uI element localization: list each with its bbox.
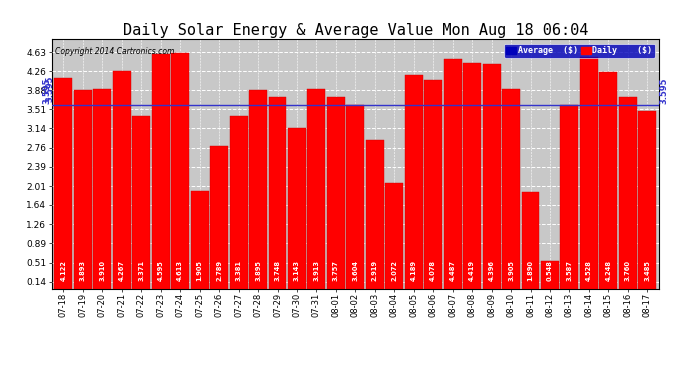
Bar [190,191,208,289]
Bar [268,97,286,289]
Text: 4.078: 4.078 [430,260,436,280]
Text: 3.143: 3.143 [294,260,300,280]
Text: 3.910: 3.910 [99,260,106,280]
Text: 4.487: 4.487 [450,260,455,280]
Bar [113,71,131,289]
Bar [74,90,92,289]
Bar [638,111,656,289]
Bar [560,105,578,289]
Text: 3.905: 3.905 [508,260,514,280]
Bar [55,78,72,289]
Bar [288,128,306,289]
Bar [522,192,540,289]
Text: 3.595: 3.595 [46,76,55,102]
Text: 3.587: 3.587 [566,260,573,280]
Text: 3.604: 3.604 [353,260,358,280]
Text: 3.748: 3.748 [275,260,281,280]
Bar [482,64,500,289]
Text: 4.248: 4.248 [605,260,611,280]
Bar [541,261,559,289]
Text: 2.072: 2.072 [391,260,397,280]
Text: 3.757: 3.757 [333,260,339,280]
Bar [210,146,228,289]
Bar [171,53,189,289]
Bar [346,105,364,289]
Text: 4.528: 4.528 [586,260,592,280]
Text: 3.760: 3.760 [625,260,631,280]
Text: 4.396: 4.396 [489,260,495,280]
Bar [405,75,423,289]
Text: 3.913: 3.913 [313,260,319,280]
Text: 4.267: 4.267 [119,260,125,280]
Text: 3.595: 3.595 [42,78,51,104]
Bar [366,140,384,289]
Text: 4.595: 4.595 [158,260,164,280]
Text: 2.789: 2.789 [216,260,222,280]
Bar [327,97,345,289]
Bar [463,63,481,289]
Text: 4.189: 4.189 [411,260,417,280]
Text: 3.893: 3.893 [80,260,86,280]
Text: 4.419: 4.419 [469,260,475,280]
Text: 1.905: 1.905 [197,260,203,280]
Text: 3.381: 3.381 [235,260,242,280]
Bar [385,183,403,289]
Text: 3.371: 3.371 [138,260,144,280]
Title: Daily Solar Energy & Average Value Mon Aug 18 06:04: Daily Solar Energy & Average Value Mon A… [123,23,588,38]
Bar [502,89,520,289]
Bar [580,57,598,289]
Bar [619,97,637,289]
Bar [444,60,462,289]
Bar [152,54,170,289]
Bar [424,80,442,289]
Text: 2.919: 2.919 [372,260,378,280]
Bar [230,116,248,289]
Text: 3.895: 3.895 [255,260,261,280]
Legend: Average  ($), Daily    ($): Average ($), Daily ($) [504,44,655,57]
Text: 0.548: 0.548 [547,260,553,280]
Text: 3.595: 3.595 [660,78,669,104]
Text: 4.122: 4.122 [61,260,66,280]
Bar [600,72,618,289]
Bar [308,89,326,289]
Bar [249,90,267,289]
Bar [132,117,150,289]
Text: 3.485: 3.485 [644,260,650,280]
Text: Copyright 2014 Cartronics.com: Copyright 2014 Cartronics.com [55,47,174,56]
Text: 1.890: 1.890 [527,260,533,280]
Text: 4.613: 4.613 [177,260,184,280]
Bar [93,89,111,289]
